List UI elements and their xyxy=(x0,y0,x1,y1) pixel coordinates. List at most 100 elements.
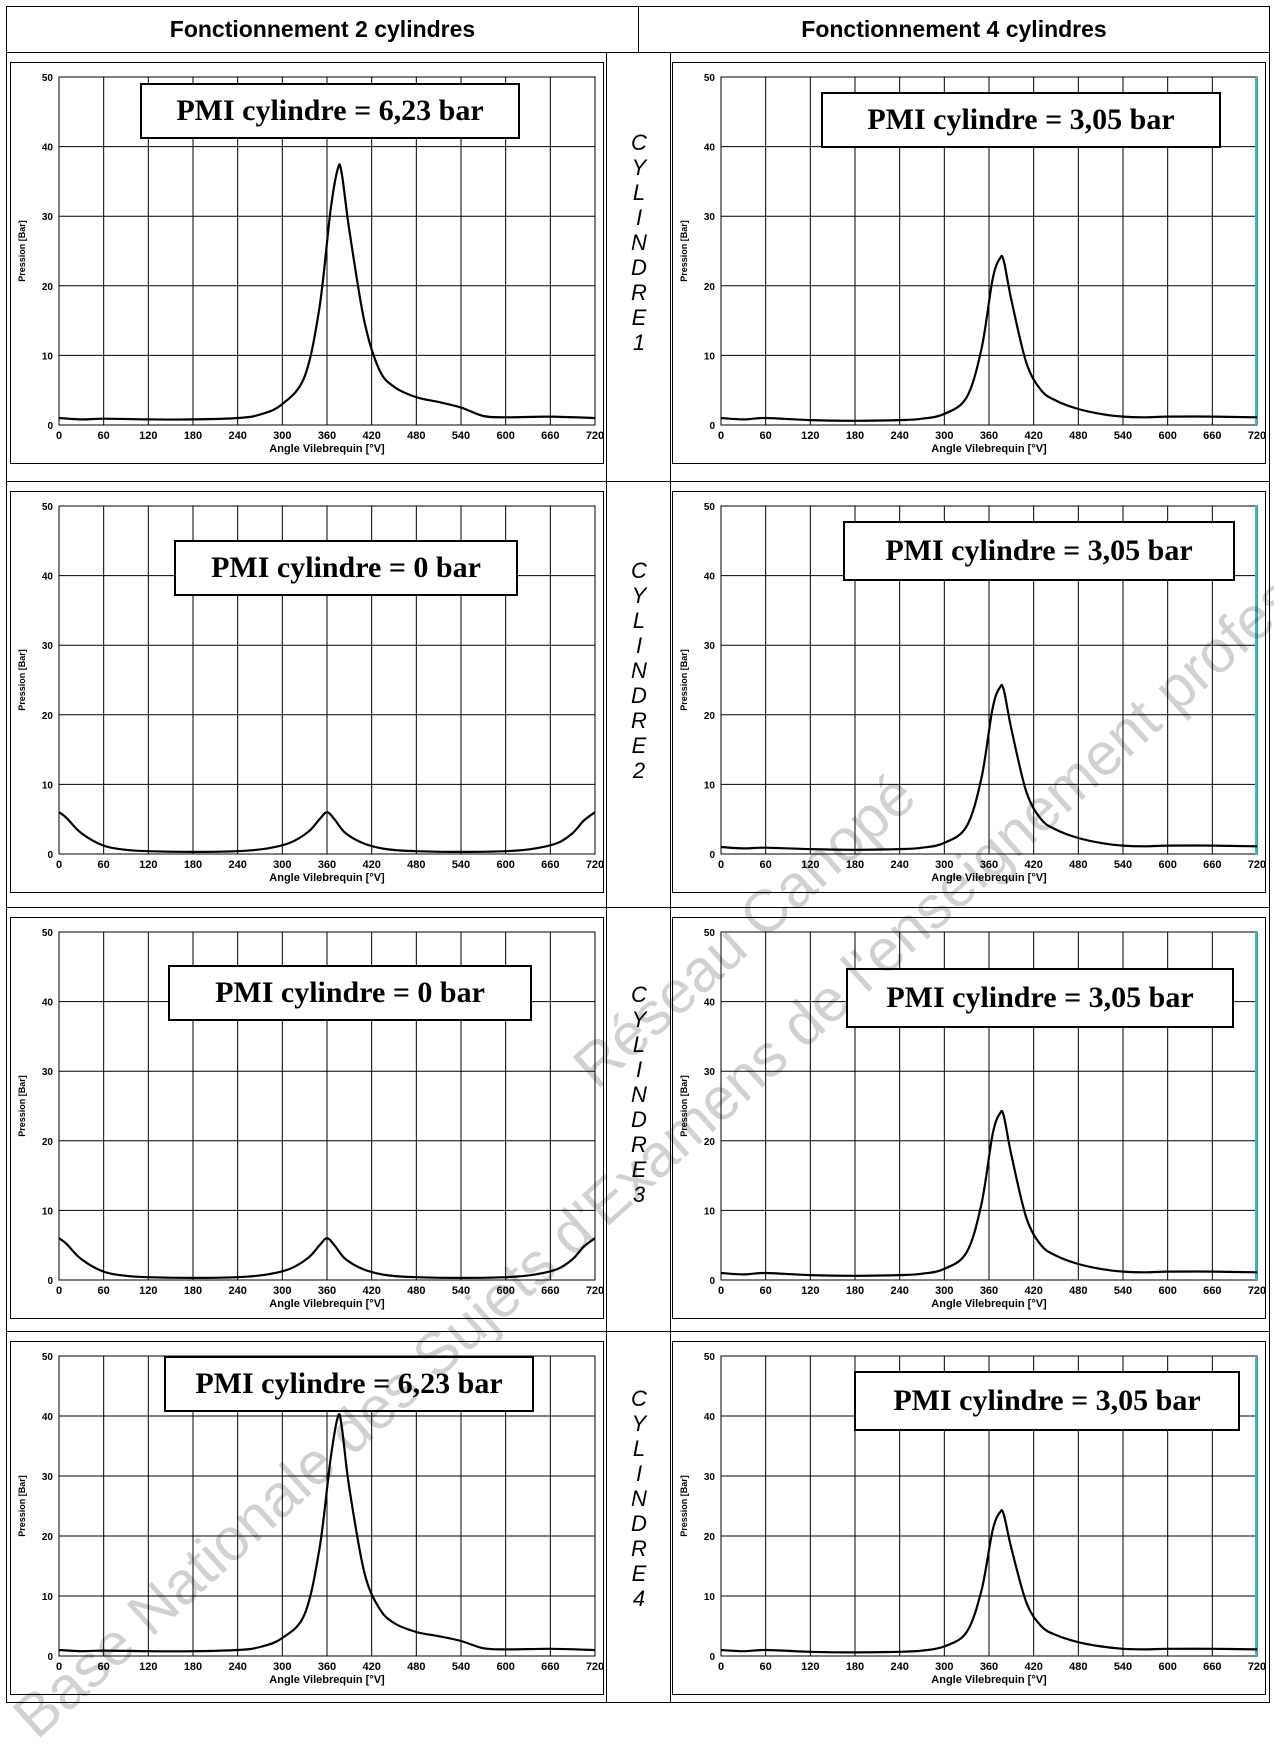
cylinder-label-letter: L xyxy=(632,608,646,633)
row-divider xyxy=(6,1331,1270,1332)
y-tick-label: 30 xyxy=(42,1472,54,1483)
cylinder-label-letter: C xyxy=(631,1386,647,1411)
x-tick-label: 420 xyxy=(1024,1661,1042,1673)
cylinder-label-letter: N xyxy=(631,1082,647,1107)
pressure-curve xyxy=(720,1109,1258,1277)
x-tick-label: 420 xyxy=(362,1661,380,1673)
x-tick-label: 360 xyxy=(318,430,336,442)
chart-svg: 0 60 120 180 240 300 360 420 480 540 600 660 720 0 10 2… xyxy=(679,928,1265,1310)
x-tick-label: 300 xyxy=(273,1285,291,1297)
x-tick-label: 240 xyxy=(890,1285,908,1297)
y-tick-label: 30 xyxy=(704,212,716,223)
cylinder-label-letter: 1 xyxy=(632,330,646,355)
y-tick-label: 0 xyxy=(709,1276,715,1287)
cylinder-label-letter: D xyxy=(631,255,647,280)
y-tick-label: 10 xyxy=(42,351,54,362)
x-tick-label: 480 xyxy=(407,859,425,871)
y-tick-label: 30 xyxy=(42,641,54,652)
pmi-annotation: PMI cylindre = 6,23 bar xyxy=(164,1356,534,1412)
y-tick-label: 40 xyxy=(704,998,716,1009)
x-tick-label: 420 xyxy=(1024,859,1042,871)
cylinder-label-letter: E xyxy=(631,305,647,330)
x-axis-label: Angle Vilebrequin [°V] xyxy=(931,1298,1047,1310)
y-axis-label: Pression [Bar] xyxy=(679,1475,689,1537)
x-tick-label: 240 xyxy=(228,430,246,442)
x-tick-label: 660 xyxy=(541,1661,559,1673)
y-tick-label: 10 xyxy=(42,1206,54,1217)
x-tick-label: 660 xyxy=(541,1285,559,1297)
y-tick-label: 40 xyxy=(42,1412,54,1423)
column-divider xyxy=(606,52,607,1703)
y-tick-label: 30 xyxy=(704,1472,716,1483)
y-tick-label: 50 xyxy=(42,73,54,84)
y-tick-label: 20 xyxy=(42,1532,54,1543)
y-tick-label: 20 xyxy=(704,282,716,293)
x-tick-label: 720 xyxy=(1248,1661,1265,1673)
x-tick-label: 600 xyxy=(496,1661,514,1673)
x-axis-label: Angle Vilebrequin [°V] xyxy=(931,1674,1047,1686)
x-tick-label: 180 xyxy=(184,430,202,442)
x-tick-label: 420 xyxy=(362,859,380,871)
cylinder-label-letter: R xyxy=(631,1132,647,1157)
x-tick-label: 600 xyxy=(496,859,514,871)
y-tick-label: 20 xyxy=(42,1137,54,1148)
x-tick-label: 480 xyxy=(407,1661,425,1673)
x-tick-label: 480 xyxy=(1069,430,1087,442)
y-tick-label: 40 xyxy=(704,1412,716,1423)
x-tick-label: 0 xyxy=(718,859,724,871)
x-tick-label: 300 xyxy=(935,1661,953,1673)
x-axis-label: Angle Vilebrequin [°V] xyxy=(269,1298,385,1310)
cylinder-label-letter: E xyxy=(631,733,647,758)
x-tick-label: 660 xyxy=(1203,859,1221,871)
x-tick-label: 60 xyxy=(98,1285,110,1297)
x-tick-label: 120 xyxy=(801,430,819,442)
header-2-cylinders: Fonctionnement 2 cylindres xyxy=(7,7,639,53)
cylinder-label-letter: R xyxy=(631,280,647,305)
x-tick-label: 0 xyxy=(56,1285,62,1297)
y-tick-label: 40 xyxy=(704,572,716,583)
y-tick-label: 50 xyxy=(42,928,54,939)
y-tick-label: 0 xyxy=(47,1276,53,1287)
cylinder-label-letter: N xyxy=(631,1486,647,1511)
x-tick-label: 480 xyxy=(1069,1661,1087,1673)
cylinder-label-letter: L xyxy=(632,1032,646,1057)
y-axis-label: Pression [Bar] xyxy=(17,1075,27,1137)
x-tick-label: 60 xyxy=(98,430,110,442)
y-tick-label: 10 xyxy=(704,351,716,362)
x-tick-label: 420 xyxy=(362,430,380,442)
x-tick-label: 720 xyxy=(1248,430,1265,442)
y-tick-label: 40 xyxy=(42,572,54,583)
chart-svg: 0 60 120 180 240 300 360 420 480 540 600 660 720 0 10 2… xyxy=(17,502,603,884)
x-tick-label: 180 xyxy=(846,859,864,871)
x-tick-label: 60 xyxy=(98,1661,110,1673)
x-tick-label: 660 xyxy=(1203,1661,1221,1673)
y-tick-label: 30 xyxy=(704,641,716,652)
x-tick-label: 240 xyxy=(228,1661,246,1673)
x-tick-label: 480 xyxy=(1069,1285,1087,1297)
x-tick-label: 600 xyxy=(496,1285,514,1297)
pmi-annotation: PMI cylindre = 3,05 bar xyxy=(843,521,1235,581)
x-tick-label: 360 xyxy=(980,1661,998,1673)
y-axis-label: Pression [Bar] xyxy=(17,220,27,282)
y-tick-label: 20 xyxy=(704,711,716,722)
x-tick-label: 540 xyxy=(452,1285,470,1297)
x-tick-label: 420 xyxy=(1024,1285,1042,1297)
pmi-annotation: PMI cylindre = 3,05 bar xyxy=(854,1371,1240,1431)
y-tick-label: 10 xyxy=(704,780,716,791)
cylinder-label-letter: L xyxy=(632,1436,646,1461)
pressure-curve xyxy=(58,1412,596,1653)
x-tick-label: 540 xyxy=(1114,1285,1132,1297)
x-tick-label: 180 xyxy=(184,859,202,871)
y-tick-label: 50 xyxy=(42,1352,54,1363)
cylinder-label-letter: N xyxy=(631,658,647,683)
y-tick-label: 10 xyxy=(704,1592,716,1603)
pressure-curve xyxy=(58,1237,596,1280)
x-axis-label: Angle Vilebrequin [°V] xyxy=(269,1674,385,1686)
x-tick-label: 0 xyxy=(56,859,62,871)
x-tick-label: 660 xyxy=(1203,430,1221,442)
y-tick-label: 50 xyxy=(704,502,716,513)
y-tick-label: 50 xyxy=(42,502,54,513)
pressure-curve xyxy=(720,1509,1258,1654)
x-tick-label: 0 xyxy=(718,430,724,442)
